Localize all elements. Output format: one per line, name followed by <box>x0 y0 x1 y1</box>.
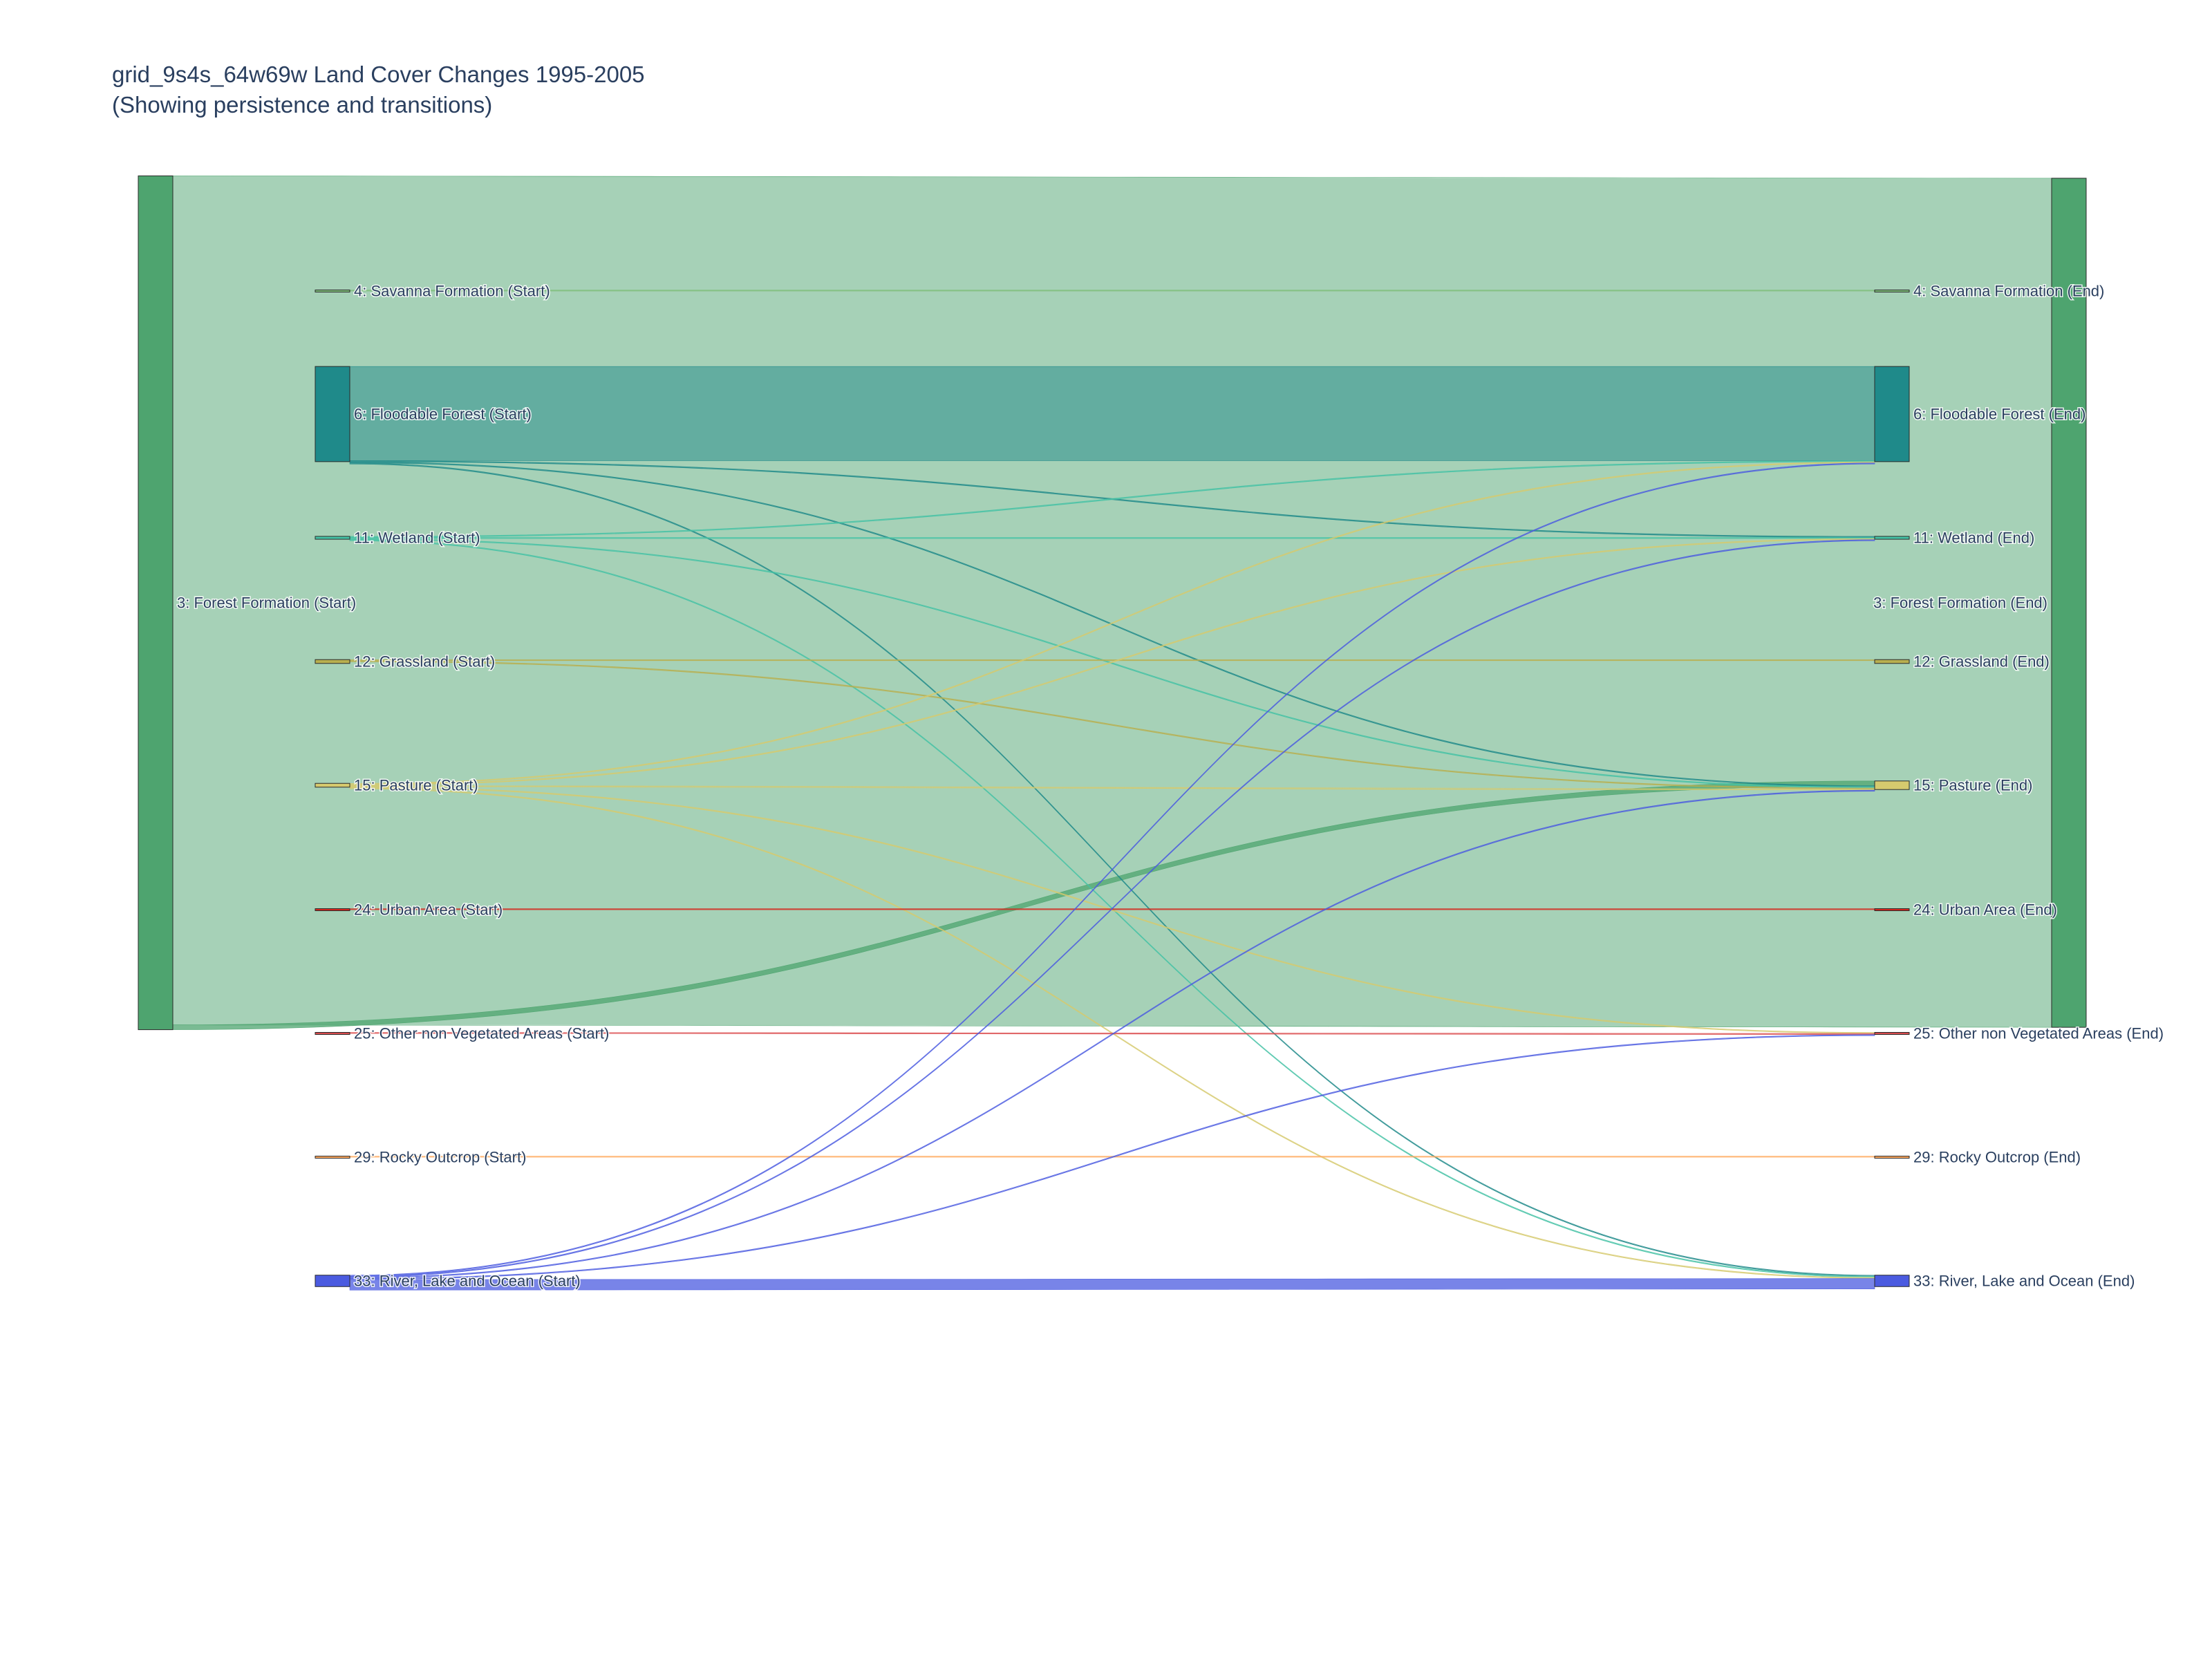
node-label-e6: 6: Floodable Forest (End) <box>1913 406 2086 423</box>
node-e29[interactable] <box>1874 1156 1910 1159</box>
node-label-s6: 6: Floodable Forest (Start) <box>354 406 532 423</box>
nodes-layer <box>138 175 2087 1287</box>
node-label-s3: 3: Forest Formation (Start) <box>177 594 356 612</box>
node-e6[interactable] <box>1874 366 1910 462</box>
link-s3-to-e3[interactable] <box>172 176 2052 1028</box>
node-label-e4: 4: Savanna Formation (End) <box>1913 283 2104 300</box>
node-e12[interactable] <box>1874 659 1910 664</box>
node-e33[interactable] <box>1874 1275 1910 1287</box>
link-s11-to-e11[interactable] <box>349 537 1875 539</box>
chart-subtitle: (Showing persistence and transitions) <box>112 92 493 118</box>
link-s12-to-e12[interactable] <box>349 659 1875 662</box>
node-label-e25: 25: Other non Vegetated Areas (End) <box>1913 1025 2164 1042</box>
node-s29[interactable] <box>315 1156 350 1159</box>
node-s3[interactable] <box>138 175 174 1031</box>
link-s33-to-e33[interactable] <box>349 1278 1875 1291</box>
chart-title: grid_9s4s_64w69w Land Cover Changes 1995… <box>112 62 645 87</box>
node-label-s25: 25: Other non Vegetated Areas (Start) <box>354 1025 609 1042</box>
link-s33-to-e11[interactable] <box>349 539 1875 1278</box>
node-s25[interactable] <box>315 1032 350 1035</box>
node-e4[interactable] <box>1874 290 1910 292</box>
link-s6-to-e6[interactable] <box>349 366 1875 461</box>
node-label-e3: 3: Forest Formation (End) <box>1873 594 2047 612</box>
node-label-e29: 29: Rocky Outcrop (End) <box>1913 1149 2081 1166</box>
node-s15[interactable] <box>315 782 350 788</box>
node-label-s29: 29: Rocky Outcrop (Start) <box>354 1149 526 1166</box>
link-s4-to-e4[interactable] <box>349 290 1875 292</box>
node-label-s12: 12: Grassland (Start) <box>354 653 495 671</box>
node-label-s33: 33: River, Lake and Ocean (Start) <box>354 1273 581 1290</box>
node-e11[interactable] <box>1874 536 1910 540</box>
node-label-e12: 12: Grassland (End) <box>1913 653 2050 671</box>
node-label-e11: 11: Wetland (End) <box>1913 529 2034 547</box>
node-label-s24: 24: Urban Area (Start) <box>354 901 503 919</box>
link-s33-to-e6[interactable] <box>349 462 1875 1277</box>
node-e25[interactable] <box>1874 1032 1910 1035</box>
node-label-e15: 15: Pasture (End) <box>1913 777 2032 794</box>
node-s12[interactable] <box>315 659 350 664</box>
node-label-s11: 11: Wetland (Start) <box>354 529 480 547</box>
node-label-s15: 15: Pasture (Start) <box>354 777 478 794</box>
node-s11[interactable] <box>315 536 350 540</box>
labels-layer: 3: Forest Formation (Start) 4: Savanna Fo… <box>176 281 2165 1291</box>
chart-title-block: grid_9s4s_64w69w Land Cover Changes 1995… <box>112 59 645 120</box>
links-layer <box>172 176 2052 1291</box>
node-s6[interactable] <box>315 366 350 462</box>
node-e3[interactable] <box>2051 178 2087 1028</box>
node-label-e24: 24: Urban Area (End) <box>1913 901 2057 919</box>
link-s33-to-e15[interactable] <box>349 789 1875 1279</box>
node-label-e33: 33: River, Lake and Ocean (End) <box>1913 1273 2135 1290</box>
node-e24[interactable] <box>1874 908 1910 911</box>
link-s33-to-e25[interactable] <box>349 1034 1875 1280</box>
node-s33[interactable] <box>315 1275 350 1287</box>
node-e15[interactable] <box>1874 780 1910 790</box>
node-label-s4: 4: Savanna Formation (Start) <box>354 283 550 300</box>
node-s4[interactable] <box>315 290 350 292</box>
node-s24[interactable] <box>315 908 350 911</box>
